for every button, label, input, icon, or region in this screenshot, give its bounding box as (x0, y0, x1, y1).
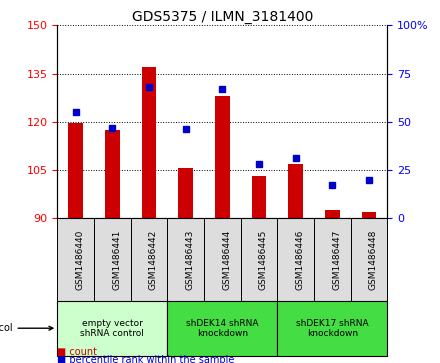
Bar (325, 210, 340, 218)
Bar (288, 163, 303, 218)
Text: GSM1486448: GSM1486448 (369, 229, 378, 290)
Bar (57, 301, 167, 356)
Text: GSM1486440: GSM1486440 (76, 229, 84, 290)
Text: ■ count: ■ count (57, 347, 97, 357)
Text: protocol: protocol (0, 323, 53, 333)
Bar (105, 130, 120, 218)
Text: GSM1486445: GSM1486445 (259, 229, 268, 290)
Text: shDEK17 shRNA
knockdown: shDEK17 shRNA knockdown (296, 318, 369, 338)
Title: GDS5375 / ILMN_3181400: GDS5375 / ILMN_3181400 (132, 11, 313, 24)
Bar (57, 218, 94, 301)
Text: GSM1486442: GSM1486442 (149, 229, 158, 290)
Bar (204, 218, 241, 301)
Text: ■ percentile rank within the sample: ■ percentile rank within the sample (57, 355, 235, 363)
Bar (94, 218, 131, 301)
Bar (277, 218, 314, 301)
Text: empty vector
shRNA control: empty vector shRNA control (80, 318, 144, 338)
Text: GSM1486446: GSM1486446 (296, 229, 304, 290)
Bar (68, 123, 83, 218)
Text: GSM1486447: GSM1486447 (332, 229, 341, 290)
Text: GSM1486444: GSM1486444 (222, 229, 231, 290)
Bar (252, 176, 266, 218)
Bar (131, 218, 167, 301)
Bar (167, 218, 204, 301)
Bar (362, 212, 376, 218)
Bar (314, 218, 351, 301)
Bar (277, 301, 387, 356)
Bar (351, 218, 387, 301)
Bar (215, 96, 230, 218)
Bar (142, 67, 156, 218)
Text: GSM1486441: GSM1486441 (112, 229, 121, 290)
Bar (167, 301, 277, 356)
Text: GSM1486443: GSM1486443 (186, 229, 194, 290)
Bar (241, 218, 277, 301)
Text: shDEK14 shRNA
knockdown: shDEK14 shRNA knockdown (186, 318, 258, 338)
Bar (178, 168, 193, 218)
